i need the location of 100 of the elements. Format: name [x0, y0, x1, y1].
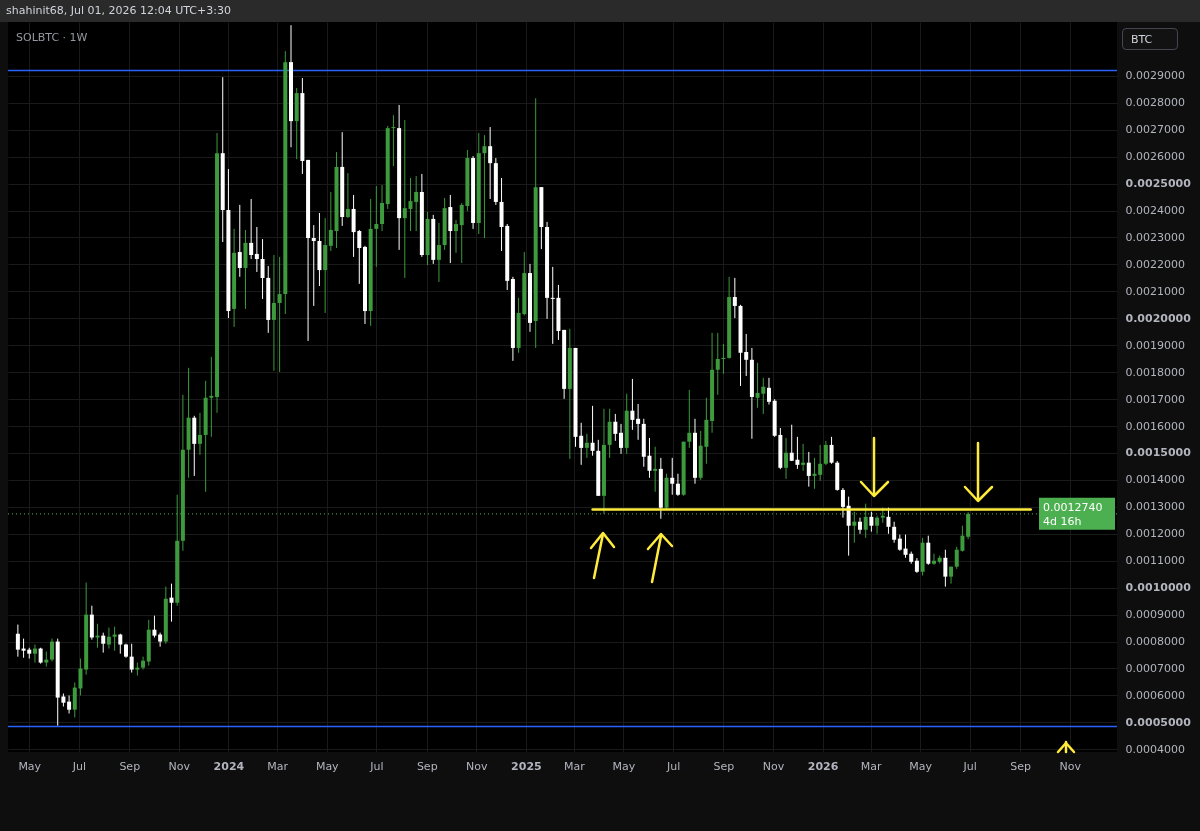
candlestick — [619, 423, 624, 455]
text: SOLBTC · 1W — [16, 31, 88, 44]
y-tick-label: 0.0024000 — [1125, 204, 1185, 218]
x-tick-label: Nov — [168, 759, 191, 773]
candlestick — [687, 389, 692, 449]
candlestick — [436, 222, 441, 283]
x-tick-label: May — [18, 759, 42, 773]
x-tick-label: Mar — [860, 759, 882, 773]
candlestick — [141, 656, 146, 671]
candlestick — [152, 615, 157, 639]
candlestick — [374, 185, 379, 268]
y-tick-label: 0.0005000 — [1125, 715, 1192, 729]
candlestick — [630, 378, 635, 431]
candlestick — [584, 433, 589, 459]
candlestick — [169, 583, 174, 623]
candlestick — [15, 624, 20, 658]
x-tick-label: Sep — [713, 759, 735, 773]
text: BTC — [1122, 28, 1178, 50]
x-tick-label: Sep — [1010, 759, 1032, 773]
candlestick — [840, 487, 845, 519]
y-tick-label: 0.0025000 — [1125, 177, 1192, 191]
y-tick-label: 0.0013000 — [1125, 500, 1185, 514]
y-tick-label: 0.0015000 — [1125, 446, 1192, 460]
candlestick — [50, 638, 55, 662]
x-tick-label: Sep — [119, 759, 141, 773]
y-tick-label: 0.0018000 — [1125, 365, 1185, 379]
annotation: 4d 16h — [1043, 514, 1082, 528]
candlestick — [590, 405, 595, 457]
candlestick — [78, 658, 83, 696]
y-tick-label: 0.0017000 — [1125, 392, 1185, 406]
x-tick-label: 2024 — [213, 759, 245, 773]
y-tick-label: 0.0004000 — [1125, 742, 1185, 756]
candlestick — [943, 549, 948, 588]
y-tick-label: 0.0016000 — [1125, 419, 1185, 433]
candlestick — [818, 444, 823, 482]
y-tick-label: 0.0010000 — [1125, 581, 1192, 595]
y-tick-label: 0.0027000 — [1125, 123, 1185, 137]
candlestick — [636, 403, 641, 441]
y-tick-label: 0.0020000 — [1125, 311, 1192, 325]
x-tick-label: Jul — [665, 759, 681, 773]
candlestick — [380, 184, 385, 232]
candlestick — [852, 511, 857, 544]
candlestick — [254, 226, 259, 273]
candlestick — [101, 632, 106, 654]
candlestick — [482, 134, 487, 239]
candlestick — [858, 517, 863, 535]
y-tick-label: 0.0006000 — [1125, 688, 1185, 702]
y-tick-label: 0.0012000 — [1125, 527, 1185, 541]
candlestick — [328, 191, 333, 252]
y-tick-label: 0.0014000 — [1125, 473, 1185, 487]
y-tick-label: 0.0009000 — [1125, 608, 1185, 622]
y-tick-label: 0.0011000 — [1125, 554, 1185, 568]
y-tick-label: 0.0029000 — [1125, 69, 1185, 83]
candlestick — [67, 694, 72, 714]
candlestick — [277, 256, 282, 373]
x-tick-label: Jul — [962, 759, 977, 773]
y-tick-label: 0.0022000 — [1125, 257, 1185, 271]
candlestick — [926, 535, 931, 566]
text: shahinit68, Jul 01, 2026 12:04 UTC+3:30 — [0, 0, 1200, 22]
candlestick — [823, 440, 828, 466]
y-tick-label: 0.0021000 — [1125, 284, 1185, 298]
y-tick-label: 0.0028000 — [1125, 96, 1185, 110]
y-tick-label: 0.0026000 — [1125, 150, 1185, 164]
candlestick — [106, 627, 111, 650]
candlestick — [766, 377, 771, 406]
candlestick — [89, 605, 94, 641]
candlestick — [391, 114, 396, 167]
x-tick-label: Nov — [466, 759, 489, 773]
candlestick — [448, 194, 453, 264]
candlestick — [863, 503, 868, 539]
x-tick-label: 2025 — [511, 759, 542, 773]
candlestick — [806, 451, 811, 488]
x-tick-label: Jul — [71, 759, 86, 773]
candlestick — [613, 413, 618, 442]
y-tick-label: 0.0023000 — [1125, 231, 1185, 244]
candlestick — [784, 437, 789, 480]
candlestick — [670, 457, 675, 496]
candlestick — [72, 682, 77, 719]
candlestick — [237, 204, 242, 278]
candlestick — [732, 277, 737, 319]
candlestick — [311, 224, 316, 307]
y-tick-label: 0.0007000 — [1125, 661, 1185, 675]
candlestick — [345, 172, 350, 219]
x-tick-label: May — [315, 759, 340, 773]
x-tick-label: Nov — [762, 759, 785, 773]
candlestick — [454, 219, 459, 254]
candlestick — [931, 553, 936, 566]
candlestick — [829, 436, 834, 465]
x-tick-label: May — [909, 759, 933, 773]
x-tick-label: Mar — [267, 759, 289, 773]
candlestick — [118, 633, 123, 655]
y-tick-label: 0.0008000 — [1125, 635, 1185, 649]
candlestick — [129, 643, 134, 674]
candlestick — [869, 511, 874, 533]
x-tick-label: 2026 — [807, 759, 839, 773]
x-tick-label: Jul — [369, 759, 384, 773]
candlestick — [209, 356, 214, 438]
candlestick — [271, 254, 276, 372]
candlestick — [249, 198, 254, 260]
x-tick-label: Sep — [416, 759, 438, 773]
